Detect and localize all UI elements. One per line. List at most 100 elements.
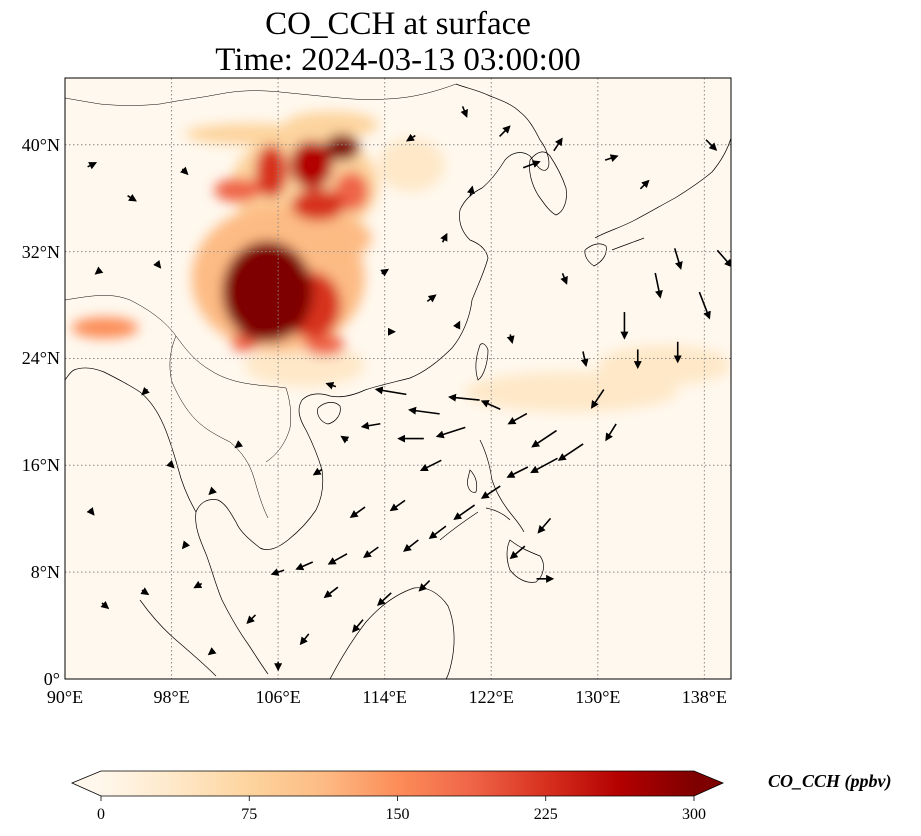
colorbar-tick-label: 225 (533, 806, 558, 823)
wind-arrow (193, 580, 203, 589)
wind-arrow (466, 185, 475, 197)
wind-arrow (295, 561, 314, 571)
concentration-patch (597, 345, 731, 386)
concentration-patch (244, 343, 365, 387)
wind-arrow (207, 647, 217, 656)
wind-arrow (605, 423, 617, 442)
longitude-tick-label: 122°E (468, 687, 514, 707)
wind-arrow (560, 273, 568, 285)
wind-arrow (698, 291, 711, 320)
wind-vectors (86, 106, 731, 672)
wind-arrow (590, 389, 605, 409)
wind-arrow (270, 568, 285, 576)
chart-title-line-1: CO_CCH at surface (265, 6, 531, 42)
wind-arrow (246, 614, 257, 625)
wind-arrow (509, 545, 526, 560)
wind-arrow (352, 619, 364, 633)
wind-arrow (480, 400, 501, 410)
latitude-tick-label: 0° (43, 669, 60, 689)
wind-arrow (166, 459, 175, 469)
wind-arrow (180, 166, 189, 176)
wind-arrow (153, 259, 162, 269)
wind-arrow (460, 106, 468, 118)
latitude-tick-label: 8°N (30, 562, 60, 583)
longitude-tick-label: 130°E (575, 687, 621, 707)
wind-arrow (340, 435, 350, 444)
wind-arrow (506, 334, 515, 344)
wind-arrow (380, 268, 390, 277)
longitude-tick-label: 98°E (153, 687, 190, 707)
wind-arrow (506, 466, 529, 478)
concentration-patch (284, 111, 379, 139)
latitude-tick-label: 32°N (21, 241, 60, 262)
wind-arrow (323, 586, 339, 599)
longitude-tick-label: 90°E (46, 687, 84, 707)
wind-arrow (453, 320, 461, 330)
wind-arrow (208, 486, 217, 496)
latitude-tick-label: 24°N (21, 348, 60, 369)
colorbar (70, 770, 725, 801)
colorbar-tick-label: 0 (97, 806, 105, 823)
wind-arrow (428, 525, 447, 540)
concentration-patch (464, 371, 678, 412)
wind-arrow (418, 579, 431, 592)
wind-arrow (426, 294, 437, 303)
colorbar-tick-label: 150 (385, 806, 410, 823)
longitude-tick-label: 114°E (362, 687, 407, 707)
map-frame (64, 77, 732, 680)
wind-arrow (604, 154, 619, 162)
wind-arrow (435, 426, 466, 439)
concentration-patch (214, 178, 263, 203)
wind-arrow (705, 139, 718, 151)
colorbar-ticks (100, 796, 695, 801)
wind-arrow (389, 499, 406, 512)
latitude-tick-label: 40°N (21, 134, 60, 155)
wind-arrow (440, 232, 448, 243)
chart-title-line-2: Time: 2024-03-13 03:00:00 (215, 42, 581, 78)
wind-arrow (312, 467, 323, 476)
wind-arrow (377, 592, 392, 606)
longitude-tick-label: 138°E (681, 687, 727, 707)
longitude-tick-label: 106°E (255, 687, 301, 707)
wind-arrow (522, 160, 541, 169)
colorbar-extend-low (72, 771, 101, 796)
wind-arrow (716, 249, 731, 268)
concentration-patch (378, 138, 445, 192)
wind-arrow (553, 137, 563, 152)
wind-arrow (408, 406, 440, 415)
wind-arrow (181, 540, 191, 550)
concentration-patch (71, 317, 139, 339)
latitude-tick-label: 16°N (21, 455, 60, 476)
wind-arrow (537, 517, 552, 534)
wind-arrow (405, 133, 416, 142)
wind-arrow (557, 443, 584, 461)
wind-arrow (127, 193, 137, 202)
wind-arrow (360, 421, 381, 430)
wind-arrow (507, 412, 528, 425)
wind-arrow (530, 457, 558, 474)
concentration-patch (324, 134, 360, 161)
wind-arrow (325, 381, 337, 390)
wind-arrow (403, 539, 419, 552)
colorbar-label: CO_CCH (ppbv) (768, 771, 892, 791)
wind-arrow (673, 248, 683, 270)
wind-arrow (374, 386, 407, 396)
colorbar-gradient (101, 771, 694, 796)
concentration-patch (304, 334, 345, 356)
wind-arrow (654, 272, 663, 299)
wind-arrow (94, 266, 104, 275)
concentration-patch (291, 188, 345, 221)
wind-arrow (299, 633, 310, 646)
colorbar-tick-label: 75 (241, 806, 258, 823)
colorbar-extend-high (694, 771, 723, 796)
wind-arrow (480, 485, 501, 499)
wind-arrow (87, 162, 98, 170)
wind-arrow (327, 553, 348, 565)
wind-arrow (453, 504, 476, 520)
wind-arrow (419, 459, 442, 472)
wind-arrow (363, 546, 379, 559)
wind-arrow (349, 506, 366, 518)
wind-arrow (531, 429, 557, 448)
wind-arrow (141, 387, 150, 396)
